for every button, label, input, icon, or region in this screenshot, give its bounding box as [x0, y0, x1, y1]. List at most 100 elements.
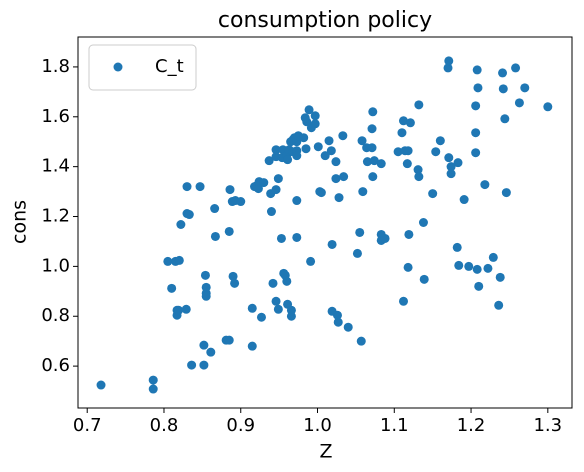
point — [480, 180, 490, 190]
point — [326, 146, 336, 156]
point — [201, 291, 211, 301]
chart-title: consumption policy — [218, 8, 432, 33]
point — [174, 305, 184, 315]
point — [301, 144, 311, 154]
point — [443, 63, 453, 73]
legend-label: C_t — [155, 56, 184, 77]
point — [96, 380, 106, 390]
point — [292, 151, 302, 161]
point — [511, 63, 521, 73]
point — [428, 189, 438, 199]
point — [339, 172, 349, 182]
point — [352, 248, 362, 258]
point — [327, 239, 337, 249]
point — [444, 56, 454, 66]
point — [184, 210, 194, 220]
point — [266, 207, 276, 217]
point — [310, 119, 320, 129]
point — [403, 146, 413, 156]
point — [543, 102, 553, 112]
point — [247, 341, 257, 351]
point — [316, 188, 326, 198]
legend-marker — [113, 62, 123, 72]
point — [259, 178, 269, 188]
point — [292, 196, 302, 206]
x-tick-label: 0.9 — [226, 415, 255, 436]
point — [167, 283, 177, 293]
point — [320, 151, 330, 161]
point — [472, 65, 482, 75]
point — [459, 195, 469, 205]
point — [369, 156, 379, 166]
point — [176, 219, 186, 229]
point — [471, 101, 481, 111]
point — [181, 304, 191, 314]
point — [195, 182, 205, 192]
point — [471, 148, 481, 158]
point — [182, 182, 192, 192]
point — [224, 335, 234, 345]
point — [514, 98, 524, 108]
point — [418, 218, 428, 227]
point — [332, 310, 342, 320]
point — [435, 136, 445, 146]
point — [358, 187, 368, 197]
point — [500, 114, 510, 124]
point — [368, 107, 378, 117]
point — [473, 83, 483, 93]
point — [403, 262, 413, 272]
point — [398, 296, 408, 306]
point — [174, 255, 184, 265]
x-tick-label: 1.3 — [533, 415, 562, 436]
point — [431, 147, 441, 157]
point — [210, 204, 220, 214]
point — [271, 185, 281, 195]
point — [256, 312, 266, 322]
point — [402, 159, 412, 169]
point — [224, 226, 234, 236]
point — [498, 84, 508, 94]
point — [397, 128, 407, 138]
point — [148, 384, 158, 394]
point — [236, 197, 246, 207]
point — [471, 128, 481, 138]
point — [398, 116, 408, 126]
x-tick-label: 1.0 — [303, 415, 332, 436]
point — [292, 232, 302, 242]
point — [199, 360, 209, 370]
point — [271, 296, 281, 306]
point — [199, 340, 209, 350]
point — [253, 184, 263, 194]
x-tick-label: 1.1 — [380, 415, 409, 436]
point — [306, 256, 316, 266]
point — [362, 157, 372, 167]
point — [501, 188, 511, 198]
point — [187, 360, 197, 370]
y-tick-label: 0.6 — [41, 355, 70, 376]
point — [413, 165, 423, 175]
point — [148, 375, 158, 385]
point — [376, 159, 386, 169]
point — [282, 276, 292, 286]
point — [310, 111, 320, 121]
point — [343, 322, 353, 332]
point — [474, 281, 484, 291]
point — [230, 278, 240, 288]
point — [304, 105, 314, 115]
x-tick-label: 1.2 — [457, 415, 486, 436]
point — [483, 263, 493, 273]
point — [225, 185, 235, 195]
point — [355, 227, 365, 237]
point — [495, 272, 505, 282]
point — [334, 193, 344, 203]
point — [331, 157, 341, 167]
point — [494, 300, 504, 310]
x-axis-label: Z — [319, 441, 332, 463]
point — [414, 172, 424, 182]
point — [393, 147, 403, 157]
y-tick-label: 1.6 — [41, 106, 70, 127]
point — [444, 153, 454, 163]
point — [464, 261, 474, 271]
point — [283, 155, 293, 165]
